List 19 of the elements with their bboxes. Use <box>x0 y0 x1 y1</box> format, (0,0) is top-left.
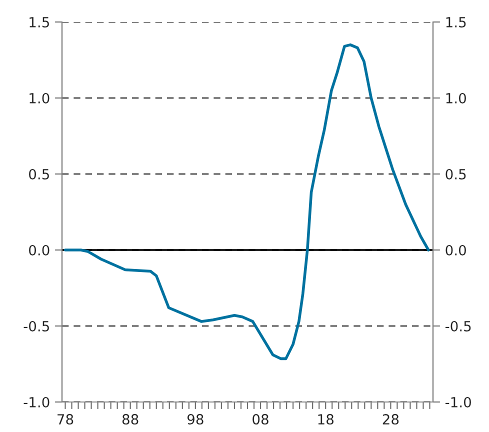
y-tick-label: -0.5 <box>24 320 49 332</box>
y2-tick-label: -1.0 <box>445 396 471 408</box>
line-series <box>64 43 430 360</box>
y-tick-label: 1.0 <box>30 92 50 104</box>
y2-tick-label: 1.0 <box>446 92 466 104</box>
y-tick-label: 1.5 <box>30 17 49 28</box>
y-tick-label: 0.5 <box>29 168 49 180</box>
x-tick-label: 18 <box>318 414 334 425</box>
y2-tick-label: 0.0 <box>446 244 466 256</box>
x-tick-label: 08 <box>252 414 268 425</box>
x-tick-label: 28 <box>382 414 399 425</box>
y-tick-label: -1.0 <box>24 396 50 408</box>
x-tick-label: 78 <box>58 414 74 425</box>
x-tick-label: 98 <box>187 414 204 425</box>
x-tick-label: 88 <box>122 414 138 425</box>
y2-tick-label: 0.5 <box>446 168 466 180</box>
y2-tick-label: -0.5 <box>445 320 471 332</box>
y2-tick-label: 1.5 <box>446 17 466 28</box>
y-tick-label: 0.0 <box>29 244 50 256</box>
